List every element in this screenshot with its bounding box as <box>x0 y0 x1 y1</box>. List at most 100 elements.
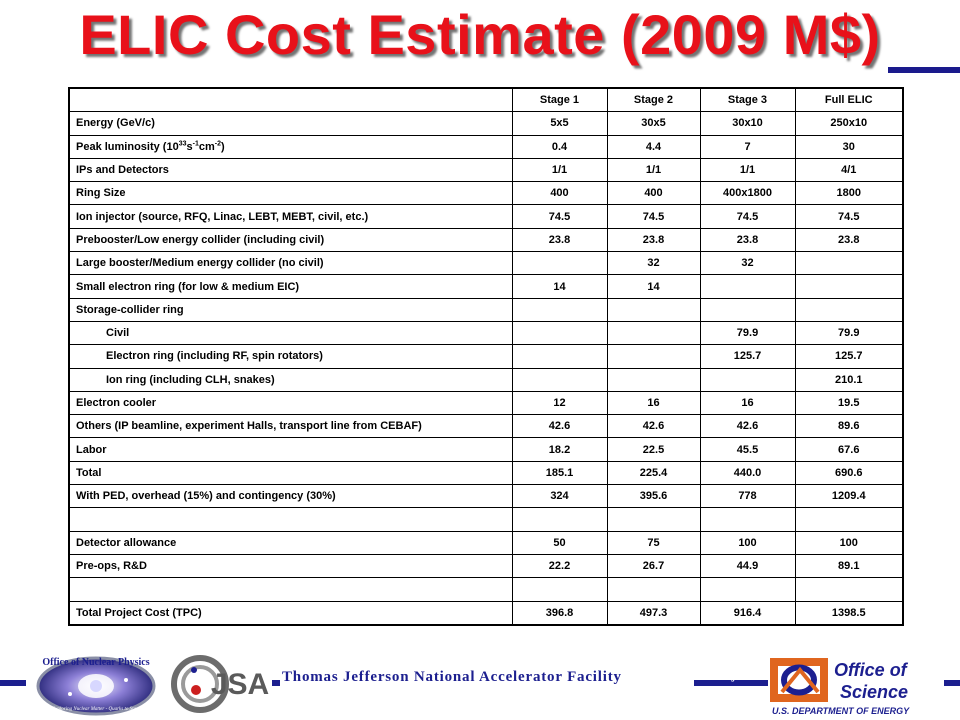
nuclear-physics-logo: Office of Nuclear Physics Exploring Nucl… <box>36 656 156 716</box>
value-cell: 185.1 <box>511 460 608 486</box>
row-label: Ring Size <box>68 181 513 206</box>
value-cell: 1/1 <box>511 157 608 183</box>
table-row: Detector allowance 50 75 100 100 <box>68 530 904 555</box>
table-row: Total 185.1 225.4 440.0 690.6 <box>68 460 904 486</box>
value-cell: 26.7 <box>606 553 701 579</box>
table-row: Total Project Cost (TPC) 396.8 497.3 916.4 1… <box>68 600 904 626</box>
value-cell <box>606 344 701 369</box>
value-cell: 67.6 <box>794 437 904 462</box>
value-cell: 23.8 <box>606 227 701 253</box>
value-cell: 250x10 <box>794 111 904 136</box>
value-cell <box>699 297 796 322</box>
value-cell: 1398.5 <box>794 600 904 626</box>
value-cell <box>511 344 608 369</box>
office-of-science-logo: Office of Science U.S. DEPARTMENT OF ENE… <box>770 658 942 716</box>
value-cell: 30x10 <box>699 111 796 136</box>
value-cell: 1800 <box>794 181 904 206</box>
row-label: Labor <box>68 437 513 462</box>
value-cell: 100 <box>794 530 904 555</box>
value-cell: 7 <box>699 134 796 159</box>
value-cell: 44.9 <box>699 553 796 579</box>
row-label: With PED, overhead (15%) and contingency… <box>68 484 513 509</box>
table-row: Others (IP beamline, experiment Halls, t… <box>68 414 904 439</box>
value-cell: 32 <box>606 251 701 276</box>
table-row: Ion ring (including CLH, snakes) 210.1 <box>68 367 904 392</box>
table-row: Labor 18.2 22.5 45.5 67.6 <box>68 437 904 462</box>
value-cell: 32 <box>699 251 796 276</box>
value-cell: 400 <box>511 181 608 206</box>
luminosity-label-part: Peak luminosity (10 <box>76 140 179 153</box>
table-row: IPs and Detectors 1/1 1/1 1/1 4/1 <box>68 157 904 183</box>
value-cell: 23.8 <box>511 227 608 253</box>
value-cell <box>606 320 701 346</box>
row-label: Ion ring (including CLH, snakes) <box>68 367 513 392</box>
value-cell: 16 <box>699 390 796 416</box>
value-cell: 50 <box>511 530 608 555</box>
value-cell <box>511 507 608 532</box>
table-row <box>68 507 904 532</box>
value-cell: 4/1 <box>794 157 904 183</box>
value-cell: 225.4 <box>606 460 701 486</box>
value-cell <box>606 507 701 532</box>
header-cell <box>68 87 513 113</box>
value-cell <box>794 297 904 322</box>
value-cell: 14 <box>606 274 701 299</box>
value-cell <box>606 297 701 322</box>
value-cell: 497.3 <box>606 600 701 626</box>
footer-bar-end <box>944 680 960 686</box>
header-cell: Stage 1 <box>511 87 608 113</box>
luminosity-label-part: 33 <box>178 140 187 148</box>
row-label: Large booster/Medium energy collider (no… <box>68 251 513 276</box>
value-cell: 30x5 <box>606 111 701 136</box>
row-label: Others (IP beamline, experiment Halls, t… <box>68 414 513 439</box>
lab-name: Thomas Jefferson National Accelerator Fa… <box>282 669 622 685</box>
value-cell: 916.4 <box>699 600 796 626</box>
jsa-logo: JSA <box>171 655 269 713</box>
value-cell <box>794 251 904 276</box>
page-number: Page 30 <box>722 675 749 682</box>
np-logo-tagline: Exploring Nuclear Matter - Quarks to Sta… <box>51 707 140 712</box>
luminosity-label-part: -2 <box>214 140 222 148</box>
row-label: Electron cooler <box>68 390 513 416</box>
value-cell <box>511 367 608 392</box>
luminosity-label-part: s <box>186 140 193 153</box>
value-cell: 395.6 <box>606 484 701 509</box>
value-cell: 210.1 <box>794 367 904 392</box>
table-row: Electron ring (including RF, spin rotato… <box>68 344 904 369</box>
table-row: Storage-collider ring <box>68 297 904 322</box>
value-cell <box>511 577 608 602</box>
value-cell <box>511 320 608 346</box>
value-cell: 74.5 <box>511 204 608 229</box>
row-label: Energy (GeV/c) <box>68 111 513 136</box>
value-cell: 74.5 <box>699 204 796 229</box>
row-label: IPs and Detectors <box>68 157 513 183</box>
doe-logo-line2: Science <box>840 682 908 702</box>
row-label <box>68 507 513 532</box>
value-cell: 74.5 <box>606 204 701 229</box>
footer-bar-left <box>0 680 26 686</box>
value-cell: 42.6 <box>511 414 608 439</box>
value-cell: 79.9 <box>699 320 796 346</box>
row-label: Small electron ring (for low & medium EI… <box>68 274 513 299</box>
value-cell: 12 <box>511 390 608 416</box>
row-label: Detector allowance <box>68 530 513 555</box>
table-row: With PED, overhead (15%) and contingency… <box>68 484 904 509</box>
luminosity-label-part: -1 <box>192 140 199 148</box>
value-cell <box>794 274 904 299</box>
doe-logo-line3: U.S. DEPARTMENT OF ENERGY <box>772 706 910 716</box>
row-label: Peak luminosity (1033s-1cm-2) <box>68 134 513 159</box>
value-cell: 89.6 <box>794 414 904 439</box>
table-row: Small electron ring (for low & medium EI… <box>68 274 904 299</box>
header-cell: Full ELIC <box>794 87 904 113</box>
luminosity-label-part: ) <box>221 140 225 153</box>
row-label: Total <box>68 460 513 486</box>
title-rule <box>888 67 960 73</box>
value-cell: 23.8 <box>699 227 796 253</box>
value-cell <box>794 507 904 532</box>
value-cell: 22.5 <box>606 437 701 462</box>
value-cell: 45.5 <box>699 437 796 462</box>
value-cell: 400x1800 <box>699 181 796 206</box>
value-cell: 0.4 <box>511 134 608 159</box>
value-cell: 778 <box>699 484 796 509</box>
value-cell: 23.8 <box>794 227 904 253</box>
